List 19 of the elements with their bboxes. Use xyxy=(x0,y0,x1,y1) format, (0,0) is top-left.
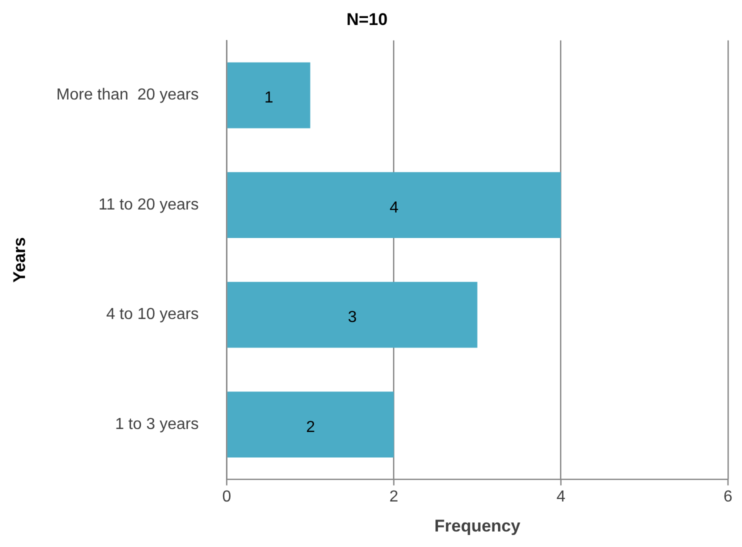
bar xyxy=(227,282,478,348)
chart-title: N=10 xyxy=(346,10,388,29)
data-label: 2 xyxy=(306,418,316,436)
y-axis-title: Years xyxy=(10,237,29,283)
y-tick-label: 11 to 20 years xyxy=(98,196,199,214)
data-label: 3 xyxy=(348,309,357,326)
bar xyxy=(227,392,394,458)
y-tick-label: More than 20 years xyxy=(56,86,199,104)
x-axis-title: Frequency xyxy=(434,516,521,536)
data-label: 1 xyxy=(264,90,274,107)
y-tick-label: 1 to 3 years xyxy=(115,416,199,433)
x-tick-label: 4 xyxy=(556,488,566,506)
data-label: 4 xyxy=(390,199,399,216)
x-tick-label: 2 xyxy=(389,488,398,506)
x-tick-label: 0 xyxy=(222,488,232,506)
bar xyxy=(227,62,310,128)
bar xyxy=(227,172,561,238)
x-tick-label: 6 xyxy=(724,488,733,506)
y-tick-label: 4 to 10 years xyxy=(106,306,199,324)
